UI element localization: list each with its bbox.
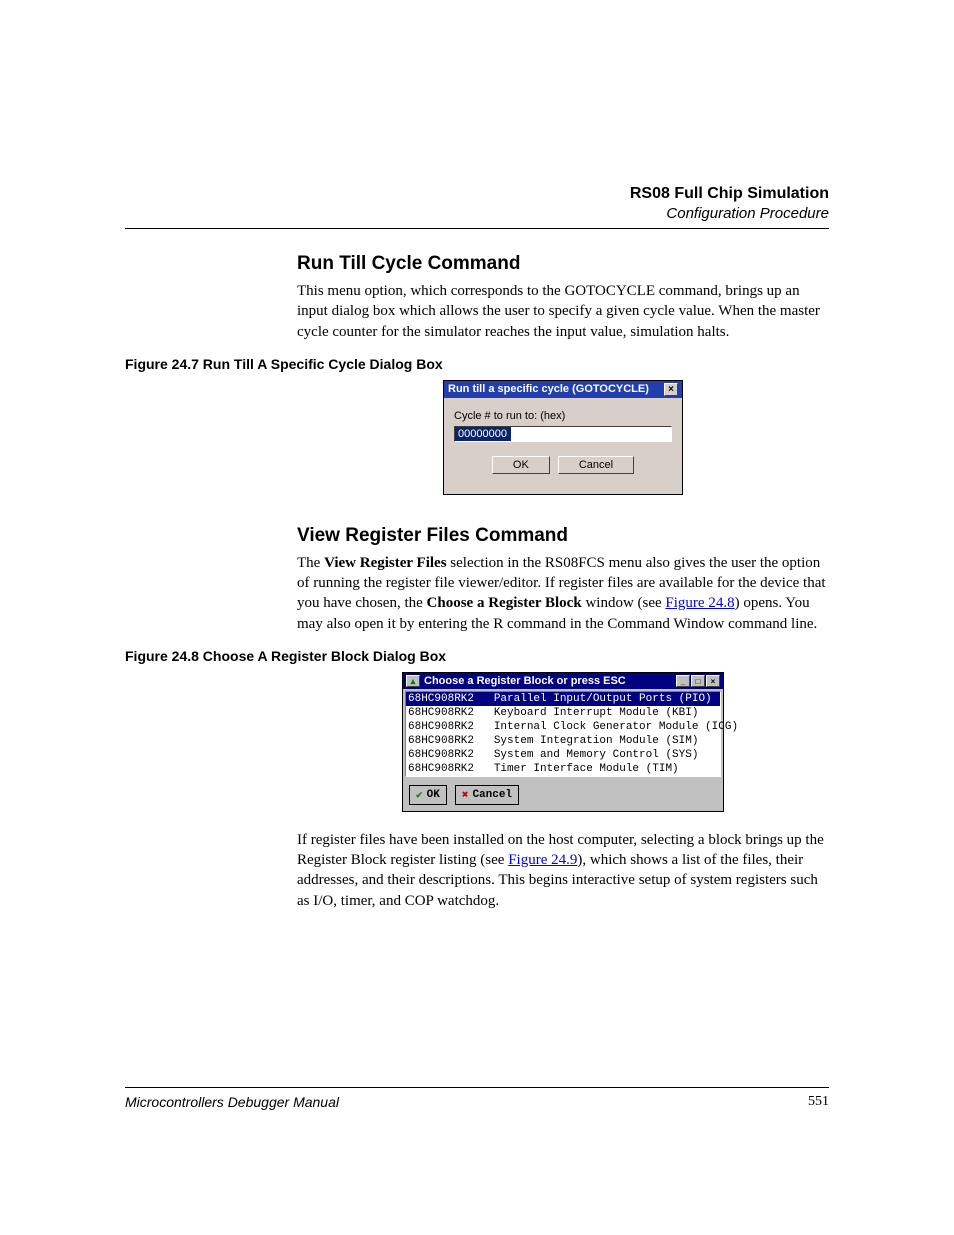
figure-24-8-link[interactable]: Figure 24.8 (665, 595, 734, 611)
register-block-row[interactable]: 68HC908RK2 Parallel Input/Output Ports (… (406, 692, 720, 706)
ok-button[interactable]: ✔OK (409, 785, 447, 805)
register-block-dialog: ▴ Choose a Register Block or press ESC _… (402, 672, 724, 812)
gotocycle-titlebar: Run till a specific cycle (GOTOCYCLE) × (444, 381, 682, 398)
minimize-icon[interactable]: _ (676, 675, 690, 687)
gotocycle-title-text: Run till a specific cycle (GOTOCYCLE) (448, 383, 649, 395)
register-block-row[interactable]: 68HC908RK2 Internal Clock Generator Modu… (406, 720, 720, 734)
header-subtitle: Configuration Procedure (125, 205, 829, 222)
register-block-title-text: Choose a Register Block or press ESC (424, 675, 676, 687)
cycle-input-label: Cycle # to run to: (hex) (454, 410, 672, 422)
footer-page-number: 551 (808, 1094, 829, 1110)
ok-button[interactable]: OK (492, 456, 550, 474)
figure-24-9-link[interactable]: Figure 24.9 (508, 852, 577, 868)
app-icon: ▴ (406, 675, 420, 687)
register-block-followup-paragraph: If register files have been installed on… (297, 830, 829, 911)
register-block-row[interactable]: 68HC908RK2 Timer Interface Module (TIM) (406, 762, 720, 776)
section-run-till-heading: Run Till Cycle Command (297, 253, 829, 275)
cycle-input-value: 00000000 (457, 428, 508, 440)
x-icon: ✖ (462, 788, 469, 802)
register-block-row[interactable]: 68HC908RK2 System Integration Module (SI… (406, 734, 720, 748)
cycle-input[interactable]: 00000000 (454, 426, 672, 442)
figure-24-7-caption: Figure 24.7 Run Till A Specific Cycle Di… (125, 356, 829, 372)
register-block-row[interactable]: 68HC908RK2 Keyboard Interrupt Module (KB… (406, 706, 720, 720)
register-block-list[interactable]: 68HC908RK2 Parallel Input/Output Ports (… (405, 691, 721, 777)
maximize-icon[interactable]: □ (691, 675, 705, 687)
register-block-row[interactable]: 68HC908RK2 System and Memory Control (SY… (406, 748, 720, 762)
register-block-titlebar: ▴ Choose a Register Block or press ESC _… (403, 673, 723, 689)
check-icon: ✔ (416, 788, 423, 802)
page-header: RS08 Full Chip Simulation Configuration … (125, 185, 829, 222)
section-run-till-paragraph: This menu option, which corresponds to t… (297, 281, 829, 342)
close-icon[interactable]: × (706, 675, 720, 687)
section-view-register-paragraph: The View Register Files selection in the… (297, 553, 829, 634)
header-title: RS08 Full Chip Simulation (125, 185, 829, 203)
section-view-register-heading: View Register Files Command (297, 525, 829, 547)
gotocycle-dialog: Run till a specific cycle (GOTOCYCLE) × … (443, 380, 683, 495)
footer-manual-title: Microcontrollers Debugger Manual (125, 1094, 339, 1110)
header-rule (125, 228, 829, 229)
page-footer: Microcontrollers Debugger Manual 551 (125, 1087, 829, 1110)
close-icon[interactable]: × (664, 383, 678, 396)
cancel-button[interactable]: Cancel (558, 456, 634, 474)
figure-24-8-caption: Figure 24.8 Choose A Register Block Dial… (125, 648, 829, 664)
cancel-button[interactable]: ✖Cancel (455, 785, 519, 805)
